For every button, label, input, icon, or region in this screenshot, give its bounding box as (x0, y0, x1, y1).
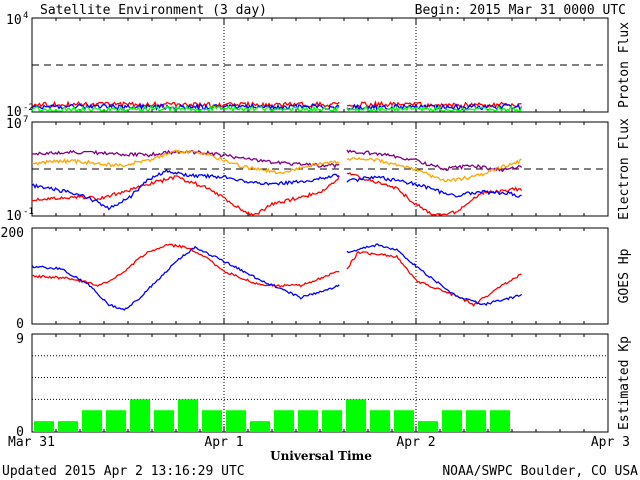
kp-bar (250, 421, 270, 432)
kp-bar (58, 421, 78, 432)
y-tick-label: 10 (6, 13, 22, 28)
kp-bar (370, 410, 390, 432)
panel-frame (31, 227, 609, 325)
kp-bar (82, 410, 102, 432)
y-tick-label: 0 (16, 317, 24, 332)
orange-series-line (31, 149, 522, 183)
chart-title: Satellite Environment (3 day) (40, 3, 267, 18)
updated-time: Updated 2015 Apr 2 13:16:29 UTC (2, 464, 245, 479)
kp-bar (466, 410, 486, 432)
y-axis-label: Proton Flux (617, 22, 632, 108)
credit: NOAA/SWPC Boulder, CO USA (442, 464, 638, 479)
kp-bar (106, 410, 126, 432)
kp-bar (274, 410, 294, 432)
goes-hp-panel: GOES Hp 200 0 (1, 226, 632, 332)
red-series-line (31, 243, 522, 308)
y-tick-exponent: -1 (23, 207, 34, 217)
y-tick-exponent: 4 (23, 11, 28, 21)
green-series-line (31, 104, 523, 113)
y-axis-label: Electron Flux (617, 118, 632, 220)
blue-series-line (31, 168, 522, 211)
begin-time: Begin: 2015 Mar 31 0000 UTC (415, 3, 626, 18)
blue-series-line (31, 243, 523, 311)
x-tick-label: Apr 1 (204, 435, 243, 450)
y-tick-label: 10 (6, 105, 22, 120)
y-tick-label: 10 (6, 209, 22, 224)
y-tick-exponent: -2 (23, 103, 34, 113)
y-tick-exponent: 7 (23, 115, 28, 125)
y-tick-label: 10 (6, 117, 22, 132)
x-tick-label: Apr 3 (591, 435, 630, 450)
kp-bar (298, 410, 318, 432)
kp-bar (226, 410, 246, 432)
y-tick-label: 0 (16, 425, 24, 440)
kp-bar (154, 410, 174, 432)
y-axis-label: Estimated Kp (617, 336, 632, 430)
kp-bar (322, 410, 342, 432)
y-tick-label: 200 (1, 226, 24, 241)
kp-bar (178, 399, 198, 432)
purple-series-line (31, 149, 523, 173)
y-axis-label: GOES Hp (617, 248, 632, 303)
kp-bar (418, 421, 438, 432)
estimated-kp-panel: Estimated Kp 9 0 (16, 332, 632, 440)
kp-bar (202, 410, 222, 432)
x-tick-label: Mar 31 (8, 435, 55, 450)
kp-bar (442, 410, 462, 432)
y-tick-label: 9 (16, 332, 24, 347)
kp-bar (346, 399, 366, 432)
kp-bar (34, 421, 54, 432)
kp-bar (394, 410, 414, 432)
x-axis-label: Universal Time (270, 449, 372, 463)
kp-bar (130, 399, 150, 432)
x-tick-label: Apr 2 (396, 435, 435, 450)
kp-bar (490, 410, 510, 432)
